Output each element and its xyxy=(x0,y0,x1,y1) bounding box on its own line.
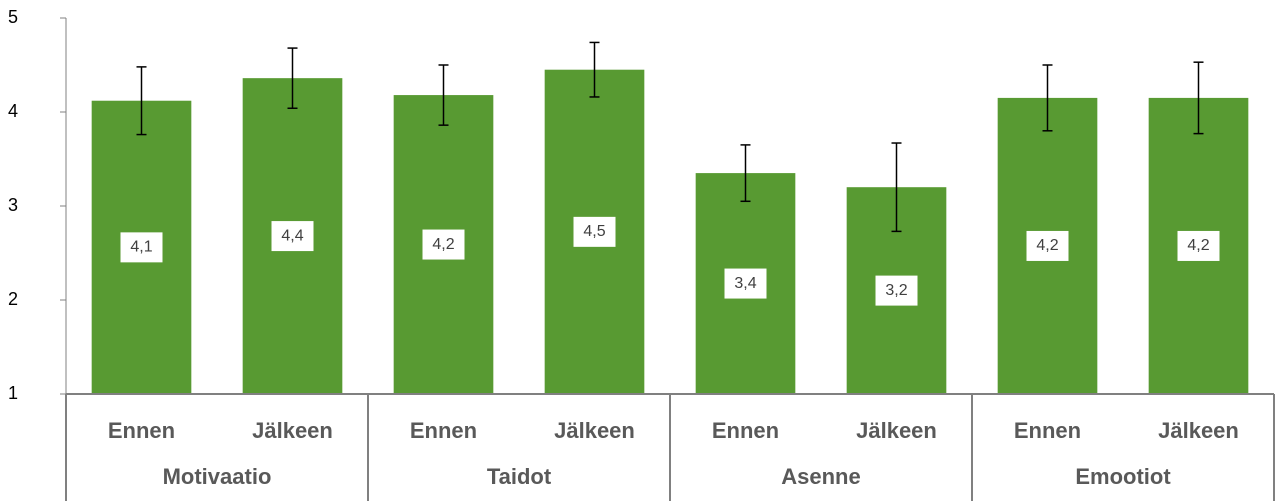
value-label: 4,2 xyxy=(1187,237,1209,254)
x-tick-label: Ennen xyxy=(1014,418,1081,443)
value-label-box xyxy=(573,216,616,247)
group-label: Emootiot xyxy=(1075,464,1171,489)
x-tick-label: Ennen xyxy=(712,418,779,443)
value-label: 3,2 xyxy=(885,282,907,299)
error-bar xyxy=(438,64,449,126)
value-label: 4,1 xyxy=(130,239,152,256)
value-label: 4,2 xyxy=(1036,237,1058,254)
error-bar xyxy=(891,142,902,233)
value-label: 4,5 xyxy=(583,223,605,240)
value-label-box xyxy=(1177,230,1220,261)
error-bar xyxy=(740,144,751,203)
value-label-box xyxy=(1026,230,1069,261)
value-label-box xyxy=(120,232,163,263)
value-label: 4,2 xyxy=(432,236,454,253)
x-tick-label: Ennen xyxy=(108,418,175,443)
error-bar xyxy=(136,66,147,136)
error-bar xyxy=(1193,61,1204,135)
value-label: 4,4 xyxy=(281,227,303,244)
y-tick-label: 2 xyxy=(8,289,18,309)
y-tick-label: 4 xyxy=(8,101,18,121)
x-tick-label: Jälkeen xyxy=(554,418,635,443)
value-label-box xyxy=(271,221,314,252)
error-bar xyxy=(589,41,600,98)
y-tick-label: 1 xyxy=(8,383,18,403)
y-tick-label: 3 xyxy=(8,195,18,215)
y-tick-label: 5 xyxy=(8,7,18,27)
value-label: 3,4 xyxy=(734,275,756,292)
x-tick-label: Jälkeen xyxy=(856,418,937,443)
value-label-box xyxy=(422,229,465,260)
x-tick-label: Ennen xyxy=(410,418,477,443)
group-label: Taidot xyxy=(487,464,552,489)
group-label: Motivaatio xyxy=(163,464,272,489)
error-bar xyxy=(287,47,298,109)
x-tick-label: Jälkeen xyxy=(1158,418,1239,443)
error-bar xyxy=(1042,64,1053,132)
value-label-box xyxy=(875,275,918,306)
value-label-box xyxy=(724,268,767,299)
x-tick-label: Jälkeen xyxy=(252,418,333,443)
group-label: Asenne xyxy=(781,464,860,489)
